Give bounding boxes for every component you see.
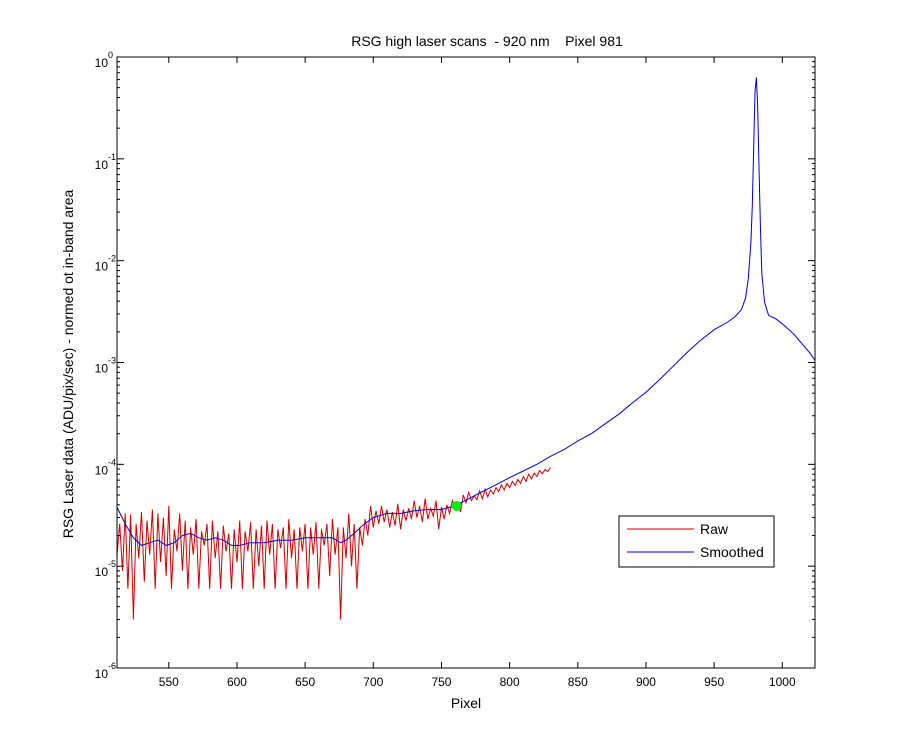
y-tick-label: 10 <box>95 667 109 681</box>
x-tick-label: 550 <box>159 675 179 689</box>
x-tick-label: 900 <box>636 675 656 689</box>
y-tick-exponent: -2 <box>108 254 116 264</box>
legend-label-raw: Raw <box>700 521 729 537</box>
y-axis-label: RSG Laser data (ADU/pix/sec) - normed ot… <box>60 189 76 538</box>
y-tick-exponent: -5 <box>108 559 116 569</box>
plot-area: 550 600 650 700 750 800 850 900 950 100010010-110… <box>95 50 816 689</box>
x-tick-label: 950 <box>704 675 724 689</box>
y-tick-label: 10 <box>95 565 109 579</box>
series-line-smoothed <box>117 77 815 546</box>
legend-label-smoothed: Smoothed <box>700 544 764 560</box>
y-tick-exponent: -3 <box>108 356 116 366</box>
x-tick-label: 650 <box>295 675 315 689</box>
legend-box <box>618 515 775 568</box>
y-tick-label: 10 <box>95 56 109 70</box>
highlight-point-marker <box>451 500 462 511</box>
y-tick-label: 10 <box>95 260 109 274</box>
x-tick-label: 1000 <box>769 675 796 689</box>
y-tick-exponent: 0 <box>108 50 113 60</box>
x-tick-label: 750 <box>431 675 451 689</box>
x-tick-label: 700 <box>363 675 383 689</box>
legend: Raw Smoothed <box>618 515 775 568</box>
series-line-raw <box>117 467 551 620</box>
x-tick-label: 850 <box>568 675 588 689</box>
x-axis-label: Pixel <box>451 695 481 711</box>
y-tick-label: 10 <box>95 362 109 376</box>
y-tick-label: 10 <box>95 158 109 172</box>
y-tick-exponent: -6 <box>108 661 116 671</box>
y-tick-exponent: -4 <box>108 457 116 467</box>
x-tick-label: 600 <box>227 675 247 689</box>
x-tick-label: 800 <box>500 675 520 689</box>
chart-title: RSG high laser scans - 920 nm Pixel 981 <box>351 33 623 49</box>
y-tick-label: 10 <box>95 463 109 477</box>
y-tick-exponent: -1 <box>108 152 116 162</box>
